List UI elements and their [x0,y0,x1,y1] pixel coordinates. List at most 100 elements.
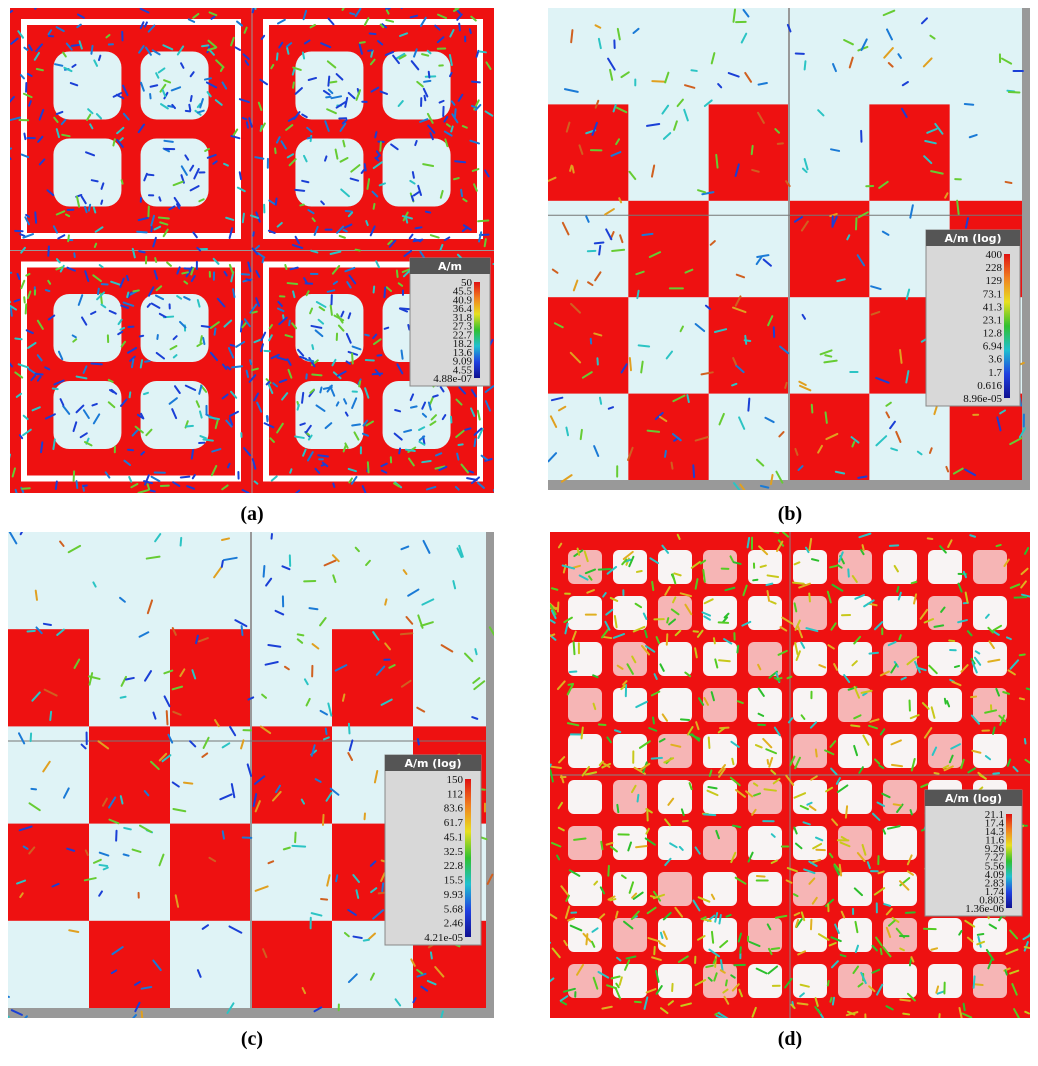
field-arrow [929,34,936,40]
field-arrow [95,113,103,120]
field-arrow [128,391,132,399]
field-arrow [703,99,713,108]
field-arrow [606,736,612,744]
field-arrow [306,451,314,462]
field-arrow [1024,1010,1030,1015]
field-arrow [155,285,163,292]
field-arrow [186,485,195,490]
field-arrow [451,113,459,124]
field-arrow [120,340,127,348]
field-arrow [53,379,65,386]
field-arrow [616,956,622,962]
field-arrow [84,849,89,856]
field-arrow [399,632,414,636]
field-arrow [635,270,645,276]
field-arrow [388,239,397,248]
field-arrow [413,238,422,243]
field-arrow [369,225,376,237]
field-arrow [800,714,806,720]
colorbar-label: 2.83 [985,877,1005,889]
colorbar-label: 1.74 [985,886,1005,898]
field-arrow [36,319,44,330]
cell [838,780,872,814]
field-arrow [474,103,482,111]
field-arrow [91,402,98,407]
field-arrow [122,853,130,857]
field-arrow [620,684,626,691]
field-arrow [650,756,663,760]
field-arrow [384,51,395,56]
field-arrow [757,687,765,697]
field-arrow [798,582,811,589]
field-arrow [100,182,105,190]
field-arrow [117,318,123,326]
panel-label: (a) [240,503,264,525]
field-arrow [55,210,66,216]
field-arrow [449,71,453,78]
field-arrow [283,665,290,671]
field-arrow [55,128,61,139]
field-arrow [267,229,276,234]
field-arrow [779,626,788,632]
cell [568,826,602,860]
field-arrow [257,101,263,112]
field-arrow [646,906,657,915]
field-arrow [455,398,463,406]
field-arrow [178,320,187,329]
colorbar-label: 73.1 [983,288,1002,300]
field-arrow [70,43,82,47]
field-arrow [414,226,423,230]
field-arrow [272,382,279,388]
field-arrow [26,341,37,349]
cell [568,964,602,998]
field-arrow [710,691,715,702]
field-arrow [240,625,244,637]
field-arrow [25,272,31,277]
field-arrow [144,474,150,486]
field-arrow [809,858,822,864]
field-arrow [130,358,135,369]
field-arrow [905,288,911,301]
field-arrow [767,315,774,327]
field-arrow [342,445,347,453]
field-arrow [987,958,993,970]
field-arrow [754,744,763,749]
field-arrow [82,365,88,374]
field-arrow [10,362,14,368]
field-arrow [313,1006,323,1013]
field-arrow [549,415,558,428]
field-arrow [628,170,637,181]
field-arrow [75,375,88,380]
field-arrow [650,690,661,697]
field-arrow [931,746,938,756]
cell [613,734,647,768]
field-arrow [271,790,282,802]
field-arrow [569,351,582,364]
field-arrow [834,470,846,475]
field-arrow [808,537,813,552]
field-arrow [702,568,706,583]
field-arrow [906,870,915,876]
field-arrow [419,16,427,27]
field-arrow [704,304,711,311]
field-arrow [706,789,719,797]
colorbar-label: 18.2 [453,338,472,350]
field-arrow [228,925,243,934]
field-arrow [620,71,630,79]
field-arrow [962,1002,966,1012]
field-arrow [131,848,142,853]
field-arrow [694,323,706,333]
field-arrow [324,422,333,430]
field-arrow [936,990,946,995]
field-arrow [690,560,701,569]
field-arrow [172,807,187,813]
field-arrow [743,339,752,343]
field-arrow [362,938,370,942]
field-arrow [768,756,774,768]
field-arrow [292,81,295,89]
cell [295,138,364,207]
field-arrow [717,621,730,624]
cell [170,823,251,921]
field-arrow [770,947,781,951]
field-arrow [580,726,584,740]
